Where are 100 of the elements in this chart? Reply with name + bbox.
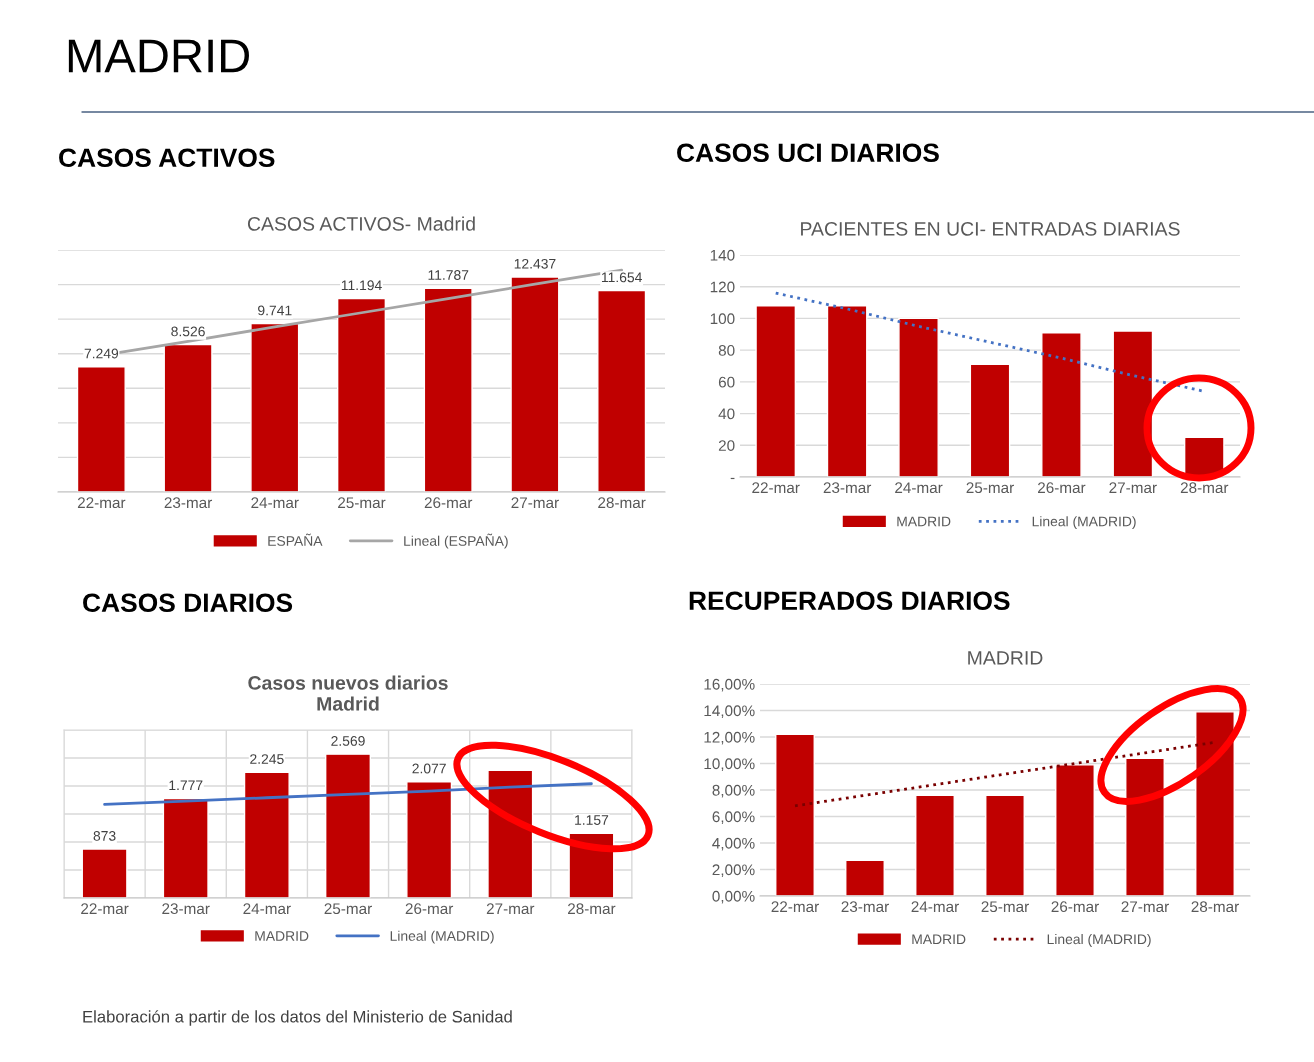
x-tick-label: 22-mar [77, 497, 126, 509]
y-tick-label: 120 [710, 281, 735, 293]
legend-label: ESPAÑA [268, 533, 323, 546]
bar [243, 771, 290, 898]
bar [76, 366, 126, 492]
chart-title: CASOS UCI DIARIOS [677, 143, 939, 163]
bar [826, 305, 868, 477]
chart-subtitle: PACIENTES EN UCI- ENTRADAS DIARIAS [801, 221, 1180, 236]
legend-label: Lineal (MADRID) [1032, 516, 1136, 530]
data-label: 8.526 [171, 326, 205, 337]
legend-label: MADRID [897, 516, 951, 527]
y-tick-label: 14,00% [704, 705, 755, 718]
bar [597, 289, 647, 492]
chart-title: RECUPERADOS DIARIOS [689, 591, 1010, 611]
y-tick-label: 80 [718, 345, 735, 356]
x-tick-label: 22-mar [752, 482, 800, 494]
y-tick-label: 60 [718, 376, 735, 388]
chart-subtitle: Casos nuevos diarios Madrid [248, 675, 448, 711]
x-tick-label: 23-mar [162, 903, 210, 915]
data-label: 11.194 [341, 280, 382, 291]
text: MADRID [68, 39, 249, 73]
x-tick-label: 28-mar [1191, 901, 1239, 913]
y-tick-label: 8,00% [712, 784, 755, 798]
x-tick-label: 22-mar [81, 903, 129, 915]
x-tick-label: 26-mar [1051, 901, 1099, 913]
bar [487, 769, 534, 898]
bar [336, 297, 387, 492]
data-label: 873 [93, 830, 116, 841]
bar [81, 848, 128, 898]
data-label: 11.787 [428, 270, 469, 280]
x-tick-label: 25-mar [324, 903, 372, 915]
x-tick-label: 28-mar [1180, 482, 1229, 494]
y-tick-label: 10,00% [704, 758, 755, 771]
chart-title: CASOS ACTIVOS [59, 148, 275, 168]
data-label: 2.245 [250, 754, 284, 764]
bar [845, 859, 885, 896]
x-tick-label: 24-mar [251, 497, 299, 509]
x-tick-label: 27-mar [486, 903, 535, 915]
y-tick-label: 140 [710, 249, 735, 261]
chart-subtitle: MADRID [968, 651, 1043, 665]
bar [1125, 757, 1165, 896]
y-tick-label: 100 [710, 313, 735, 325]
chart-subtitle: CASOS ACTIVOS- Madrid [247, 216, 475, 231]
y-tick-label: - [730, 477, 735, 480]
bar [775, 733, 815, 896]
x-tick-label: 28-mar [568, 903, 616, 915]
x-tick-label: 25-mar [981, 901, 1029, 913]
bar [985, 794, 1025, 896]
bar [1195, 711, 1235, 896]
data-label: 11.654 [601, 272, 642, 283]
x-tick-label: 26-mar [1038, 482, 1086, 494]
y-tick-label: 4,00% [712, 837, 755, 851]
x-tick-label: 27-mar [1109, 482, 1157, 494]
bar [162, 797, 209, 898]
chart-title: CASOS DIARIOS [83, 593, 293, 613]
x-tick-label: 26-mar [405, 903, 454, 915]
bar [510, 276, 560, 492]
bar [969, 363, 1011, 477]
legend-label: Lineal (MADRID) [1047, 933, 1151, 947]
x-tick-label: 28-mar [598, 497, 646, 509]
data-label: 9.741 [258, 305, 292, 316]
bar [250, 322, 300, 492]
data-label: 12.437 [514, 258, 556, 269]
data-label: 2.077 [412, 763, 446, 774]
x-tick-label: 23-mar [841, 901, 889, 913]
x-tick-label: 23-mar [164, 497, 213, 509]
legend-label: Lineal (ESPAÑA) [404, 533, 508, 549]
bar [898, 317, 939, 477]
bar [423, 287, 473, 492]
data-label: 2.569 [331, 736, 365, 746]
x-tick-label: 25-mar [338, 497, 386, 509]
bar [1041, 332, 1082, 477]
bar [163, 343, 213, 492]
y-tick-label: 40 [718, 408, 735, 420]
y-tick-label: 2,00% [712, 864, 755, 877]
bar [915, 794, 955, 896]
legend-label: Lineal (MADRID) [390, 930, 494, 944]
bar [324, 753, 372, 898]
data-label: 1.777 [169, 780, 203, 791]
y-tick-label: 20 [718, 440, 735, 451]
bar [1055, 764, 1095, 896]
x-tick-label: 24-mar [895, 482, 943, 494]
bar [406, 780, 453, 898]
x-tick-label: 26-mar [424, 497, 473, 509]
x-tick-label: 24-mar [911, 901, 959, 913]
data-label: 1.157 [575, 815, 609, 825]
y-tick-label: 6,00% [712, 811, 755, 824]
x-tick-label: 27-mar [1121, 901, 1169, 913]
legend-label: MADRID [255, 931, 309, 941]
x-tick-label: 22-mar [771, 901, 819, 913]
x-tick-label: 24-mar [243, 903, 291, 915]
x-tick-label: 27-mar [511, 497, 559, 509]
y-tick-label: 16,00% [704, 678, 755, 692]
x-tick-label: 25-mar [966, 482, 1014, 494]
text: Elaboración a partir de los datos del Ministerio de Sanidad [83, 1010, 512, 1026]
y-tick-label: 12,00% [704, 731, 755, 745]
legend-label: MADRID [912, 934, 966, 945]
y-tick-label: 0,00% [712, 890, 755, 904]
x-tick-label: 23-mar [823, 482, 872, 494]
bar [755, 305, 797, 477]
